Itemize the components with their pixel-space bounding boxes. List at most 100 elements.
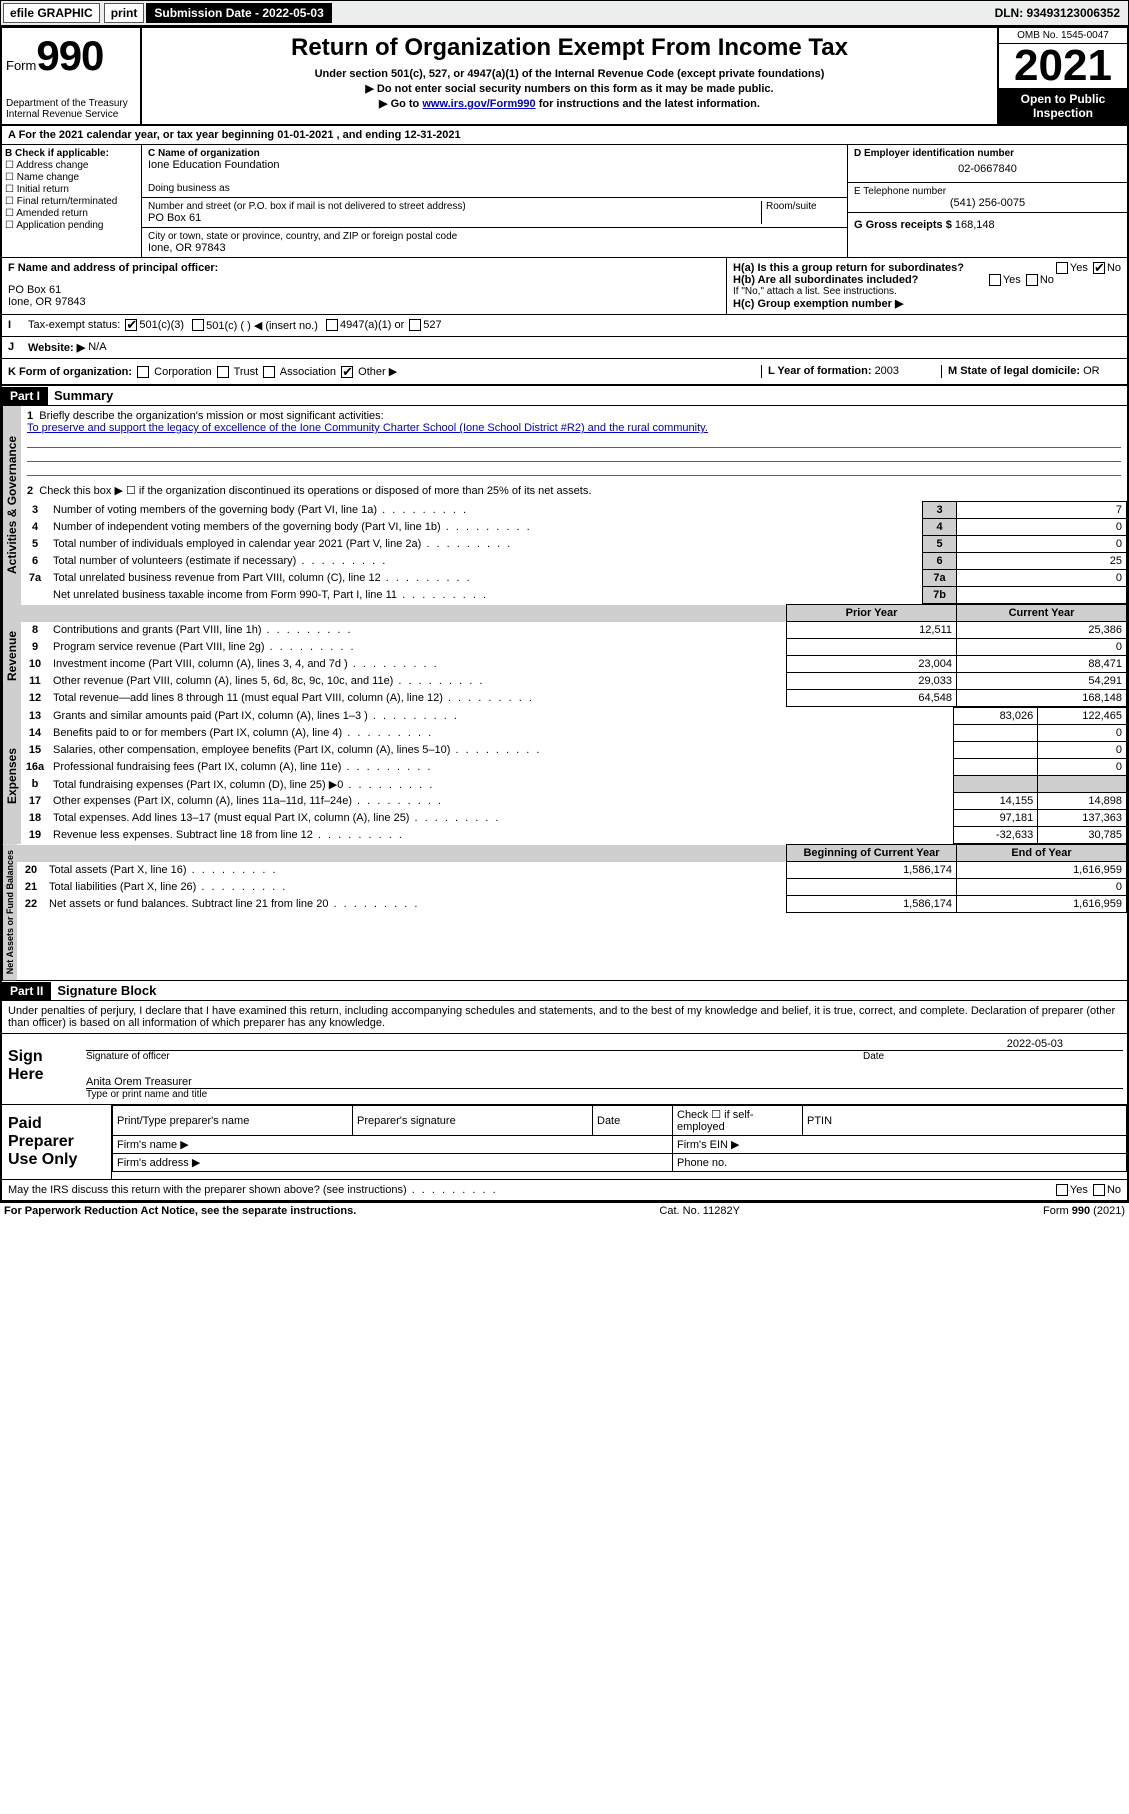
- sign-here-block: Sign Here 2022-05-03 Signature of office…: [2, 1033, 1127, 1104]
- line-a: A For the 2021 calendar year, or tax yea…: [2, 126, 1127, 145]
- col-c: C Name of organization Ione Education Fo…: [142, 145, 847, 257]
- sig-date-val: 2022-05-03: [86, 1038, 1103, 1050]
- declaration: Under penalties of perjury, I declare th…: [2, 1000, 1127, 1033]
- tax-status-label: Tax-exempt status:: [28, 319, 120, 332]
- open-public: Open to Public Inspection: [999, 88, 1127, 124]
- header-right: OMB No. 1545-0047 2021 Open to Public In…: [997, 28, 1127, 124]
- tax-year: 2021: [999, 44, 1127, 88]
- sign-here: Sign Here: [2, 1034, 82, 1104]
- net-section: Net Assets or Fund Balances Beginning of…: [2, 844, 1127, 980]
- tab-revenue: Revenue: [2, 604, 21, 707]
- subtitle-1: Under section 501(c), 527, or 4947(a)(1)…: [152, 68, 987, 80]
- website-value: N/A: [88, 341, 106, 354]
- org-city: Ione, OR 97843: [148, 242, 841, 254]
- pra-notice: For Paperwork Reduction Act Notice, see …: [4, 1205, 356, 1217]
- prep-sig: Preparer's signature: [353, 1106, 593, 1136]
- b-opt-address: Address change: [16, 160, 88, 171]
- hb-no: No: [1040, 274, 1054, 286]
- line-i: I Tax-exempt status: 501(c)(3) 501(c) ( …: [2, 315, 1127, 337]
- expense-table: 13 Grants and similar amounts paid (Part…: [21, 707, 1127, 844]
- hb-note: If "No," attach a list. See instructions…: [733, 286, 1121, 297]
- sub3-pre: ▶ Go to: [379, 98, 422, 110]
- sig-date-label: Date: [863, 1051, 1123, 1062]
- q2-label: Check this box ▶ ☐ if the organization d…: [39, 485, 591, 497]
- ha-yes: Yes: [1070, 262, 1088, 274]
- governance-table: 3 Number of voting members of the govern…: [21, 501, 1127, 604]
- q1-label: Briefly describe the organization's miss…: [39, 410, 383, 422]
- officer-name: Anita Orem Treasurer: [86, 1076, 1123, 1088]
- may-label: May the IRS discuss this return with the…: [8, 1184, 498, 1196]
- 501c3: 501(c)(3): [139, 319, 184, 332]
- tab-governance: Activities & Governance: [2, 406, 21, 604]
- cat-no: Cat. No. 11282Y: [659, 1205, 740, 1217]
- hc-label: H(c) Group exemption number ▶: [733, 298, 903, 310]
- irs-link[interactable]: www.irs.gov/Form990: [422, 98, 535, 110]
- c-label: C Name of organization: [148, 148, 841, 159]
- part1-header: Part I Summary: [2, 385, 1127, 405]
- gross-value: 168,148: [955, 219, 995, 231]
- name-label: Type or print name and title: [86, 1088, 1123, 1100]
- revenue-table: Prior Year Current Year8 Contributions a…: [21, 604, 1127, 707]
- subtitle-3: ▶ Go to www.irs.gov/Form990 for instruct…: [152, 97, 987, 110]
- line-klm: K Form of organization: Corporation Trus…: [2, 359, 1127, 385]
- firm-phone: Phone no.: [673, 1154, 1127, 1172]
- dept-treasury: Department of the Treasury: [6, 98, 136, 109]
- ha-label: H(a) Is this a group return for subordin…: [733, 262, 964, 274]
- l-val: 2003: [875, 365, 899, 377]
- page-footer: For Paperwork Reduction Act Notice, see …: [0, 1202, 1129, 1219]
- org-name: Ione Education Foundation: [148, 159, 841, 171]
- paid-preparer-block: Paid Preparer Use Only Print/Type prepar…: [2, 1104, 1127, 1179]
- f-label: F Name and address of principal officer:: [8, 262, 218, 274]
- sig-officer-label: Signature of officer: [86, 1051, 863, 1062]
- hb-label: H(b) Are all subordinates included?: [733, 274, 918, 286]
- subtitle-2: ▶ Do not enter social security numbers o…: [152, 82, 987, 95]
- 501c: 501(c) ( ) ◀ (insert no.): [206, 319, 318, 332]
- prep-date: Date: [593, 1106, 673, 1136]
- may-no: No: [1107, 1184, 1121, 1196]
- form-prefix: Form: [6, 58, 36, 73]
- part2-bar: Part II: [2, 982, 51, 1000]
- addr-label: Number and street (or P.O. box if mail i…: [148, 201, 761, 212]
- ptin: PTIN: [803, 1106, 1127, 1136]
- dln: DLN: 93493123006352: [987, 4, 1128, 22]
- form-header: Form990 Department of the Treasury Inter…: [2, 28, 1127, 126]
- k-trust: Trust: [234, 366, 259, 378]
- sub3-post: for instructions and the latest informat…: [536, 98, 760, 110]
- l-label: L Year of formation:: [768, 365, 875, 377]
- ein-value: 02-0667840: [854, 159, 1121, 179]
- form-number: 990: [36, 32, 103, 79]
- submission-date: Submission Date - 2022-05-03: [146, 3, 331, 23]
- expense-section: Expenses 13 Grants and similar amounts p…: [2, 707, 1127, 844]
- tab-expenses: Expenses: [2, 707, 21, 844]
- gross-label: G Gross receipts $: [854, 219, 952, 231]
- phone-label: E Telephone number: [854, 186, 1121, 197]
- col-b: B Check if applicable: ☐ Address change …: [2, 145, 142, 257]
- k-other: Other ▶: [358, 366, 397, 378]
- part1-title: Summary: [48, 386, 119, 405]
- mission-text[interactable]: To preserve and support the legacy of ex…: [27, 422, 708, 434]
- header-left: Form990 Department of the Treasury Inter…: [2, 28, 142, 124]
- m-label: M State of legal domicile:: [948, 365, 1083, 377]
- print-button[interactable]: print: [104, 3, 145, 23]
- self-emp: Check ☐ if self-employed: [673, 1106, 803, 1136]
- efile-label: efile GRAPHIC: [3, 3, 100, 23]
- part2-title: Signature Block: [51, 981, 162, 1000]
- topbar: efile GRAPHIC print Submission Date - 20…: [0, 0, 1129, 26]
- phone-value: (541) 256-0075: [854, 197, 1121, 209]
- line-j: J Website: ▶ N/A: [2, 337, 1127, 359]
- m-val: OR: [1083, 365, 1100, 377]
- net-table: Beginning of Current Year End of Year20 …: [17, 844, 1127, 913]
- irs-label: Internal Revenue Service: [6, 109, 136, 120]
- may-discuss: May the IRS discuss this return with the…: [2, 1179, 1127, 1200]
- hb-yes: Yes: [1003, 274, 1021, 286]
- part2-header: Part II Signature Block: [2, 980, 1127, 1000]
- part1-body: Activities & Governance 1 Briefly descri…: [2, 405, 1127, 604]
- section-fh: F Name and address of principal officer:…: [2, 258, 1127, 315]
- part1-bar: Part I: [2, 387, 48, 405]
- b-opt-pending: Application pending: [16, 220, 103, 231]
- ha-no: No: [1107, 262, 1121, 274]
- form-990: Form990 Department of the Treasury Inter…: [0, 26, 1129, 1202]
- b-opt-amended: Amended return: [16, 208, 88, 219]
- prep-name: Print/Type preparer's name: [113, 1106, 353, 1136]
- officer-addr2: Ione, OR 97843: [8, 296, 720, 308]
